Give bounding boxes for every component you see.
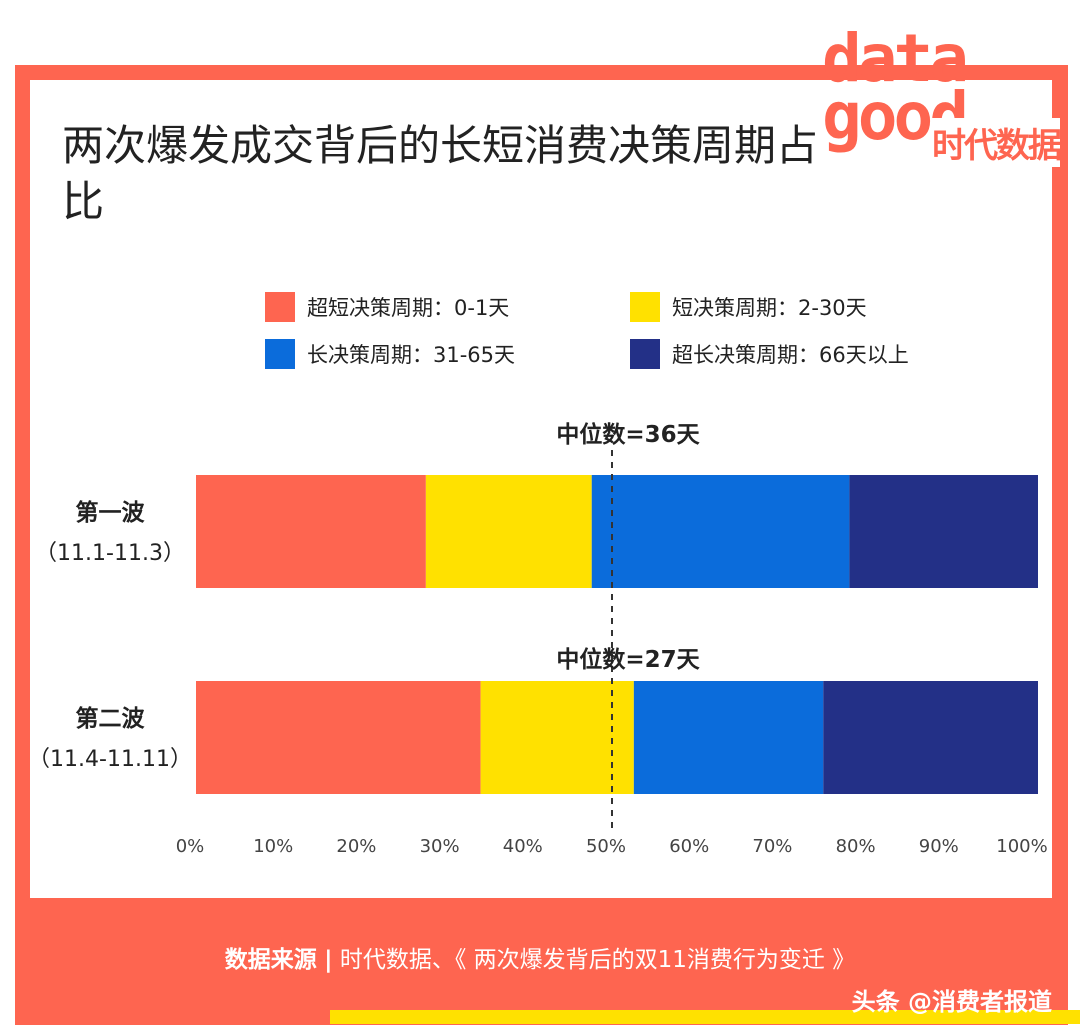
bar-segment — [823, 681, 1038, 794]
accent-strip — [330, 1010, 1080, 1024]
legend-swatch — [630, 292, 660, 322]
legend-label: 短决策周期：2-30天 — [672, 296, 867, 320]
x-tick-label: 30% — [420, 836, 460, 857]
logo: data good 时代数据 — [822, 20, 1062, 167]
median-label: 中位数=36天 — [556, 421, 700, 448]
legend-item: 超短决策周期：0-1天 — [265, 292, 509, 322]
legend-swatch — [265, 339, 295, 369]
legend-label: 超长决策周期：66天以上 — [672, 343, 909, 367]
category-label: 第一波 — [76, 499, 146, 526]
legend-label: 长决策周期：31-65天 — [307, 343, 516, 367]
legend-item: 短决策周期：2-30天 — [630, 292, 867, 322]
legend-label: 超短决策周期：0-1天 — [307, 296, 510, 320]
chart: 第一波 （11.1-11.3） 第二波 （11.4-11.11） 中位数=36天中位数=… — [28, 421, 1048, 857]
bar-segment — [849, 475, 1038, 588]
x-tick-label: 60% — [669, 836, 709, 857]
bar-segment — [196, 475, 426, 588]
logo-cn: 时代数据 — [932, 118, 1062, 167]
legend-swatch — [630, 339, 660, 369]
watermark: 头条 @消费者报道 — [851, 988, 1052, 1016]
category-label: （11.1-11.3） — [35, 541, 185, 566]
x-tick-label: 10% — [253, 836, 293, 857]
source-note: 数据来源 | 时代数据、《 两次爆发背后的双11消费行为变迁 》 — [0, 940, 1080, 974]
legend-item: 超长决策周期：66天以上 — [630, 339, 909, 369]
bar-segment — [633, 681, 824, 794]
x-tick-label: 40% — [503, 836, 543, 857]
bar-segment — [425, 475, 592, 588]
source-text: 时代数据、《 两次爆发背后的双11消费行为变迁 》 — [339, 947, 856, 973]
x-tick-label: 90% — [919, 836, 959, 857]
chart-title: 两次爆发成交背后的长短消费决策周期占比 — [62, 121, 819, 226]
x-tick-label: 80% — [836, 836, 876, 857]
category-label: 第二波 — [76, 705, 146, 732]
source-label: 数据来源 — [224, 947, 317, 973]
x-tick-label: 100% — [996, 836, 1047, 857]
source-separator: | — [324, 947, 333, 973]
x-tick-label: 20% — [336, 836, 376, 857]
x-tick-label: 0% — [176, 836, 205, 857]
legend-item: 长决策周期：31-65天 — [265, 339, 515, 369]
bar-segment — [591, 475, 850, 588]
bar-segment — [196, 681, 481, 794]
legend-swatch — [265, 292, 295, 322]
median-label: 中位数=27天 — [556, 646, 700, 673]
x-tick-label: 50% — [586, 836, 626, 857]
x-tick-label: 70% — [752, 836, 792, 857]
bar-segment — [480, 681, 634, 794]
category-label: （11.4-11.11） — [28, 747, 192, 772]
